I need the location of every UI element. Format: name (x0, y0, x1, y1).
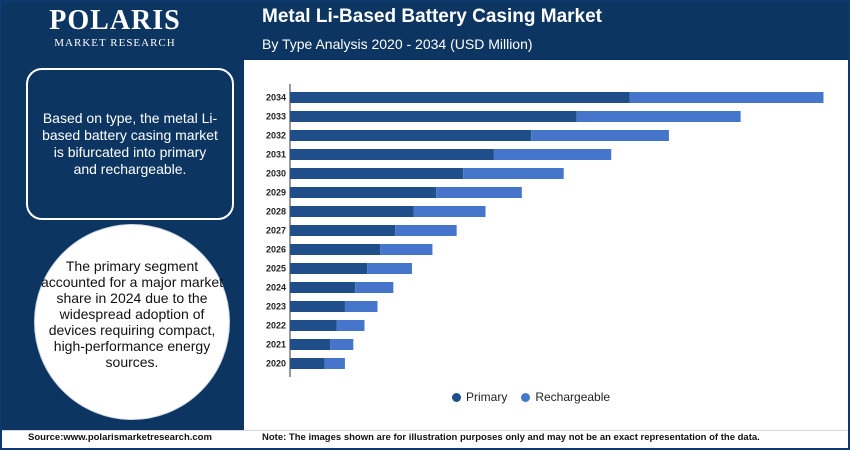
chart-legend: Primary Rechargeable (452, 390, 610, 404)
bar-rechargeable-2021 (330, 339, 354, 350)
type-summary-text: Based on type, the metal Li-based batter… (42, 110, 218, 177)
bar-rechargeable-2031 (493, 149, 612, 160)
brand-logo[interactable]: POLARIS MARKET RESEARCH (20, 6, 210, 54)
highlight-circle (34, 224, 230, 420)
legend-label-rechargeable: Rechargeable (535, 390, 611, 404)
bar-primary-2025 (290, 263, 368, 274)
y-tick-label-2027: 2027 (266, 226, 286, 236)
bar-rechargeable-2028 (413, 206, 486, 217)
y-tick-label-2025: 2025 (266, 264, 286, 274)
type-summary-box: Based on type, the metal Li-based batter… (26, 68, 234, 220)
y-tick-label-2030: 2030 (266, 169, 286, 179)
bar-primary-2031 (290, 149, 494, 160)
footer-bar (0, 430, 850, 450)
legend-swatch-primary (452, 392, 461, 402)
y-tick-label-2029: 2029 (266, 188, 286, 198)
bar-primary-2032 (290, 130, 532, 141)
legend-label-primary: Primary (466, 390, 508, 404)
brand-subtitle: MARKET RESEARCH (54, 37, 176, 49)
highlight-text: The primary segment accounted for a majo… (40, 258, 224, 370)
disclaimer-note: Note: The images shown are for illustrat… (262, 432, 760, 443)
bar-primary-2034 (290, 92, 630, 103)
bar-rechargeable-2020 (324, 358, 345, 369)
bar-primary-2024 (290, 282, 356, 293)
bar-primary-2023 (290, 301, 345, 312)
bar-primary-2020 (290, 358, 325, 369)
bar-primary-2033 (290, 111, 577, 122)
bar-primary-2028 (290, 206, 414, 217)
legend-item-rechargeable: Rechargeable (521, 390, 610, 404)
bar-rechargeable-2032 (531, 130, 669, 141)
y-tick-label-2020: 2020 (266, 359, 286, 369)
bar-rechargeable-2024 (355, 282, 394, 293)
bar-primary-2022 (290, 320, 337, 331)
y-tick-label-2026: 2026 (266, 245, 286, 255)
bar-primary-2021 (290, 339, 331, 350)
bar-rechargeable-2023 (344, 301, 378, 312)
y-tick-label-2034: 2034 (266, 93, 286, 103)
legend-item-primary: Primary (452, 390, 507, 404)
y-tick-label-2023: 2023 (266, 302, 286, 312)
bar-primary-2030 (290, 168, 464, 179)
bar-rechargeable-2029 (436, 187, 522, 198)
chart-subtitle: By Type Analysis 2020 - 2034 (USD Millio… (262, 36, 533, 52)
y-tick-label-2032: 2032 (266, 131, 286, 141)
bar-primary-2027 (290, 225, 396, 236)
bar-rechargeable-2022 (336, 320, 365, 331)
bar-primary-2029 (290, 187, 437, 198)
chart-title: Metal Li-Based Battery Casing Market (262, 6, 602, 27)
bar-rechargeable-2030 (463, 168, 564, 179)
bar-primary-2026 (290, 244, 381, 255)
stacked-bar-chart: 2034 2033 2032 2031 2030 2029 2028 2027 2026 2025… (266, 84, 824, 377)
bar-rechargeable-2026 (380, 244, 433, 255)
header-band: POLARIS MARKET RESEARCH Metal Li-Based B… (0, 0, 850, 60)
bar-rechargeable-2034 (629, 92, 824, 103)
bar-rechargeable-2033 (576, 111, 741, 122)
y-tick-label-2021: 2021 (266, 340, 286, 350)
bar-rechargeable-2025 (367, 263, 412, 274)
y-tick-label-2033: 2033 (266, 112, 286, 122)
y-tick-label-2028: 2028 (266, 207, 286, 217)
y-tick-label-2031: 2031 (266, 150, 286, 160)
y-tick-label-2022: 2022 (266, 321, 286, 331)
source-text: Source:www.polarismarketresearch.com (28, 432, 212, 443)
brand-name: POLARIS (49, 5, 181, 36)
legend-swatch-rechargeable (521, 392, 531, 402)
bar-rechargeable-2027 (395, 225, 457, 236)
y-tick-label-2024: 2024 (266, 283, 286, 293)
